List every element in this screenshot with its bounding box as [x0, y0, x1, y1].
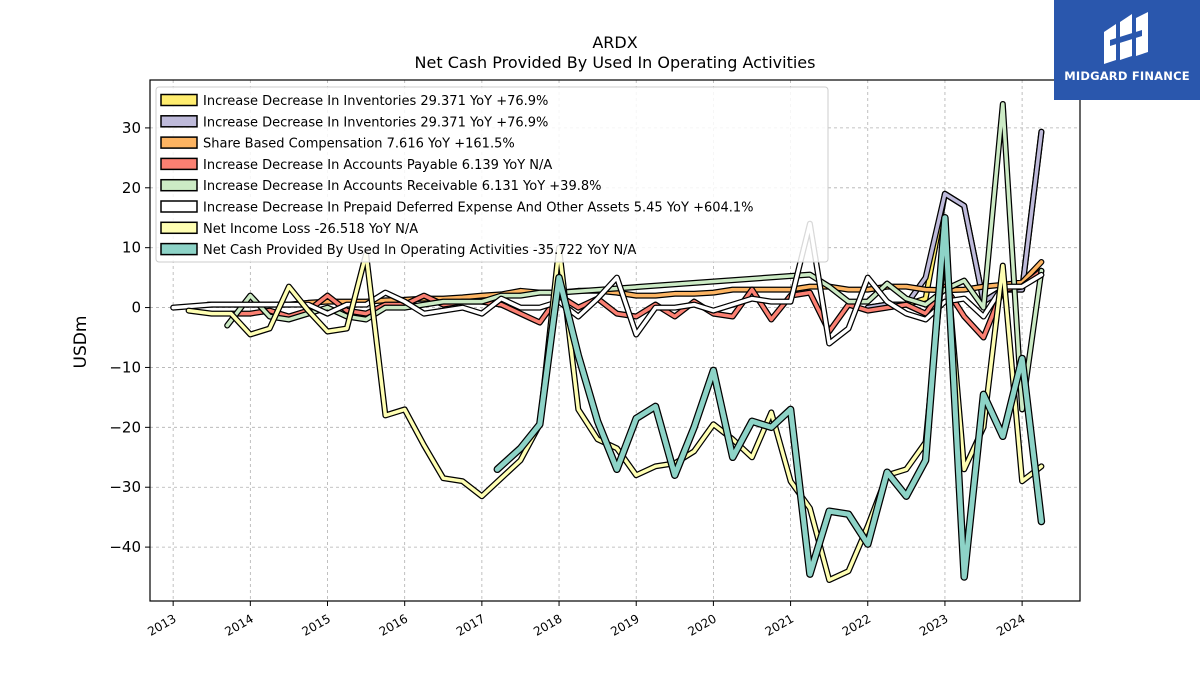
legend-swatch [160, 93, 198, 107]
legend-item: Net Income Loss -26.518 YoY N/A [160, 221, 418, 237]
legend-label: Net Income Loss -26.518 YoY N/A [203, 222, 418, 237]
x-tick-label: 2023 [917, 611, 950, 638]
x-tick-label: 2017 [454, 611, 487, 638]
series-line [170, 220, 1045, 347]
legend-item: Share Based Compensation 7.616 YoY +161.… [160, 136, 515, 152]
y-axis: −40 −30 −20 −10 0 10 20 30 [109, 119, 150, 556]
legend-label: Increase Decrease In Inventories 29.371 … [203, 115, 548, 130]
legend-label: Share Based Compensation 7.616 YoY +161.… [203, 137, 515, 152]
y-tick-label: −20 [109, 418, 141, 436]
x-axis: 2013 2014 2015 2016 2017 2018 2019 2020 2021 2022… [145, 601, 1028, 639]
legend: Increase Decrease In Inventories 29.371 … [155, 86, 829, 263]
legend-label: Net Cash Provided By Used In Operating A… [203, 243, 637, 258]
y-tick-label: 10 [122, 239, 141, 257]
series-line-stroke [171, 221, 1044, 346]
x-tick-label: 2013 [145, 611, 178, 638]
x-tick-label: 2016 [377, 611, 410, 638]
x-tick-label: 2019 [608, 611, 641, 638]
series-line [493, 213, 1046, 581]
brand-logo: MIDGARD FINANCE [1054, 0, 1200, 100]
legend-item: Increase Decrease In Accounts Receivable… [160, 178, 601, 194]
legend-item: Net Cash Provided By Used In Operating A… [160, 242, 637, 258]
legend-swatch [160, 136, 198, 149]
legend-swatch [160, 242, 198, 256]
series-group [170, 101, 1046, 583]
x-tick-label: 2022 [840, 611, 873, 638]
legend-swatch [160, 178, 198, 192]
legend-swatch [160, 221, 198, 235]
legend-box [155, 86, 829, 263]
series-line-stroke [186, 242, 1044, 582]
legend-item: Increase Decrease In Inventories 29.371 … [160, 93, 548, 109]
plot-frame [149, 79, 1081, 602]
legend-item: Increase Decrease In Accounts Payable 6.… [160, 157, 552, 173]
legend-swatch [160, 115, 198, 128]
legend-item: Increase Decrease In Inventories 29.371 … [160, 115, 548, 130]
y-tick-label: −10 [109, 358, 141, 376]
x-tick-label: 2014 [222, 611, 255, 638]
chart-title: ARDX [592, 33, 637, 52]
series-line [224, 101, 1045, 413]
legend-label: Increase Decrease In Inventories 29.371 … [203, 94, 548, 109]
legend-swatch [160, 157, 198, 171]
legend-label: Increase Decrease In Accounts Payable 6.… [203, 158, 552, 173]
series-line [185, 241, 1045, 583]
y-tick-label: −30 [109, 478, 141, 496]
series-line-stroke [229, 269, 1044, 340]
series-line [228, 267, 1045, 341]
x-tick-label: 2021 [763, 611, 796, 638]
x-tick-label: 2020 [685, 611, 718, 638]
brand-name: MIDGARD FINANCE [1064, 69, 1190, 83]
legend-label: Increase Decrease In Prepaid Deferred Ex… [203, 201, 754, 216]
legend-swatch [160, 200, 198, 213]
y-tick-label: 30 [122, 119, 141, 137]
x-tick-label: 2015 [300, 611, 333, 638]
y-axis-label: USDm [71, 316, 91, 369]
chart-subtitle: Net Cash Provided By Used In Operating A… [415, 53, 816, 72]
y-tick-label: −40 [109, 538, 141, 556]
series-line-stroke [225, 102, 1044, 412]
y-tick-label: 0 [131, 299, 141, 317]
series-line-stroke [494, 215, 1044, 580]
x-tick-label: 2024 [994, 611, 1027, 638]
midgard-logo-icon [1104, 12, 1148, 64]
y-tick-label: 20 [122, 179, 141, 197]
x-tick-label: 2018 [531, 611, 564, 638]
legend-item: Increase Decrease In Prepaid Deferred Ex… [160, 200, 754, 216]
legend-label: Increase Decrease In Accounts Receivable… [203, 179, 601, 194]
